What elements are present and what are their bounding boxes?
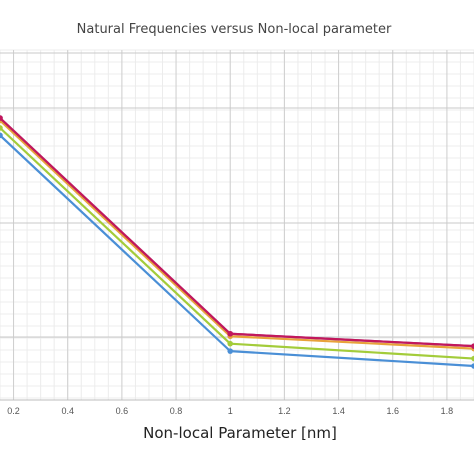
series-4-point [471, 343, 474, 349]
x-tick-label: 0.4 [61, 406, 74, 416]
x-tick-label: 0.8 [170, 406, 183, 416]
x-tick-label: 1.6 [386, 406, 399, 416]
series-1-point [0, 125, 3, 131]
x-tick-label: 1.8 [441, 406, 454, 416]
series-1-point [471, 355, 474, 362]
x-tick-label: 0.2 [7, 406, 20, 416]
grid [0, 49, 474, 401]
x-tick-label: 1 [228, 406, 233, 416]
x-tick-label: 0.6 [116, 406, 129, 416]
chart-title: Natural Frequencies versus Non-local par… [77, 22, 392, 37]
series-4-point [0, 115, 3, 121]
series-0-point [227, 348, 234, 354]
x-tick-label: 1.4 [332, 406, 345, 416]
x-axis-label: Non-local Parameter [nm] [143, 424, 337, 442]
x-tick-labels: 0.2 0.4 0.6 0.8 1 1.2 1.4 1.6 1.8 [7, 406, 453, 416]
series-1-point [227, 340, 234, 347]
series-4-point [227, 330, 234, 337]
series-0-point [471, 363, 474, 369]
series-0-point [0, 132, 3, 139]
series-layer [0, 115, 474, 369]
x-tick-label: 1.2 [278, 406, 291, 416]
